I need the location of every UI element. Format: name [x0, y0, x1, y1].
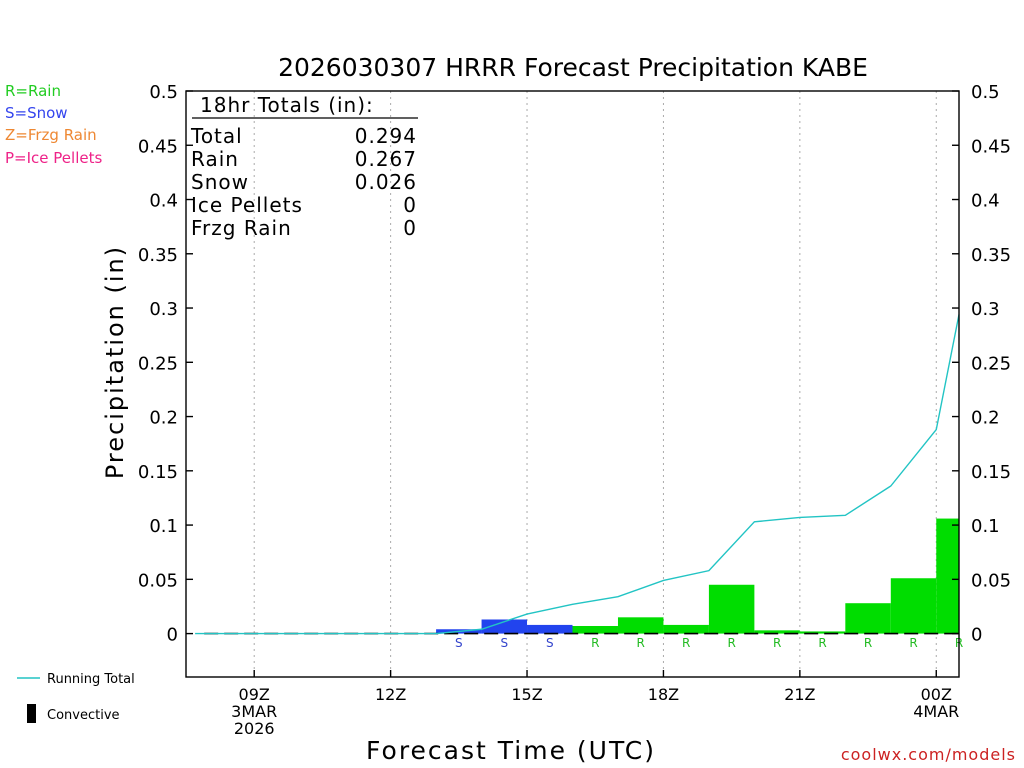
precip-type-label: R [864, 636, 872, 650]
x-tick-label: 18Z [648, 685, 679, 704]
precip-bar [754, 630, 800, 634]
precip-type-label: R [773, 636, 781, 650]
totals-box: 18hr Totals (in): Total 0.294 Rain 0.267… [190, 93, 418, 240]
x-tick-label: 4MAR [913, 702, 959, 721]
totals-label-frzg-rain: Frzg Rain [191, 216, 292, 240]
y-tick-label-left: 0 [167, 625, 178, 646]
totals-value-ice-pellets: 0 [403, 193, 417, 217]
y-tick-label-right: 0.45 [971, 136, 1011, 157]
x-tick-label: 3MAR [231, 702, 277, 721]
running-total-line [195, 314, 960, 635]
precip-bar [481, 619, 528, 634]
x-tick-label: 15Z [511, 685, 542, 704]
precip-type-label: R [727, 636, 735, 650]
type-legend-frzg-rain: Z=Frzg Rain [5, 126, 97, 144]
y-tick-label-right: 0.4 [971, 191, 1000, 212]
y-tick-label-left: 0.15 [138, 462, 178, 483]
y-tick-label-right: 0.35 [971, 245, 1011, 266]
y-tick-label-right: 0.05 [971, 570, 1011, 591]
type-legend-ice-pellets: P=Ice Pellets [5, 149, 103, 167]
x-tick-label: 21Z [784, 685, 815, 704]
y-axis-label: Precipitation (in) [101, 245, 129, 479]
y-tick-label-left: 0.35 [138, 245, 178, 266]
y-tick-label-right: 0.25 [971, 353, 1011, 374]
y-tick-label-left: 0.3 [149, 299, 178, 320]
y-tick-label-left: 0.4 [149, 191, 178, 212]
precip-type-label: R [909, 636, 917, 650]
precip-bar [890, 578, 937, 634]
y-tick-label-left: 0.2 [149, 408, 178, 429]
totals-label-total: Total [190, 124, 243, 148]
precip-type-label: R [818, 636, 826, 650]
y-tick-label-right: 0.3 [971, 299, 1000, 320]
precip-bar [663, 624, 709, 634]
y-tick-label-right: 0.2 [971, 408, 1000, 429]
type-legend-snow: S=Snow [5, 104, 68, 122]
totals-value-frzg-rain: 0 [403, 216, 417, 240]
precip-bar [617, 617, 664, 634]
x-tick-label: 2026 [234, 719, 275, 738]
plot-frame [185, 90, 960, 678]
y-tick-label-right: 0.1 [971, 516, 1000, 537]
totals-label-snow: Snow [191, 170, 249, 194]
y-tick-label-right: 0.5 [971, 82, 1000, 103]
precip-type-label: S [546, 636, 554, 650]
x-tick-label: 09Z [239, 685, 270, 704]
precip-type-label: S [455, 636, 463, 650]
precip-bar [527, 624, 573, 634]
y-tick-label-left: 0.5 [149, 82, 178, 103]
precip-type-label: R [637, 636, 645, 650]
precip-type-label: R [591, 636, 599, 650]
precip-bar [799, 631, 846, 634]
convective-swatch [27, 704, 36, 723]
y-tick-label-left: 0.45 [138, 136, 178, 157]
x-tick-label: 00Z [921, 685, 952, 704]
type-legend-rain: R=Rain [5, 82, 61, 100]
y-tick-label-right: 0.15 [971, 462, 1011, 483]
totals-header: 18hr Totals (in): [200, 93, 374, 117]
y-tick-label-left: 0.1 [149, 516, 178, 537]
precip-type-label: S [500, 636, 508, 650]
chart-title: 2026030307 HRRR Forecast Precipitation K… [278, 53, 868, 82]
totals-label-rain: Rain [191, 147, 239, 171]
precip-bar [708, 584, 755, 634]
totals-value-snow: 0.026 [355, 170, 417, 194]
precip-type-label: R [682, 636, 690, 650]
bottom-legend: Running Total Convective [17, 672, 135, 723]
x-axis-label: Forecast Time (UTC) [366, 736, 656, 765]
y-tick-label-right: 0 [971, 625, 982, 646]
precip-bar [572, 625, 618, 634]
totals-value-total: 0.294 [355, 124, 417, 148]
x-tick-label: 12Z [375, 685, 406, 704]
credit-link[interactable]: coolwx.com/models [840, 745, 1016, 764]
y-tick-label-left: 0.25 [138, 353, 178, 374]
plot-area: S S S R R R R R R R R R0 00.05 0.050.1 0.10.15 0.150.2 0… [138, 82, 1011, 738]
precip-bar [936, 518, 959, 634]
precip-bar [845, 603, 891, 634]
convective-legend-label: Convective [47, 708, 120, 723]
y-tick-label-left: 0.05 [138, 570, 178, 591]
running-total-legend-label: Running Total [47, 672, 135, 687]
totals-value-rain: 0.267 [355, 147, 417, 171]
totals-label-ice-pellets: Ice Pellets [191, 193, 303, 217]
